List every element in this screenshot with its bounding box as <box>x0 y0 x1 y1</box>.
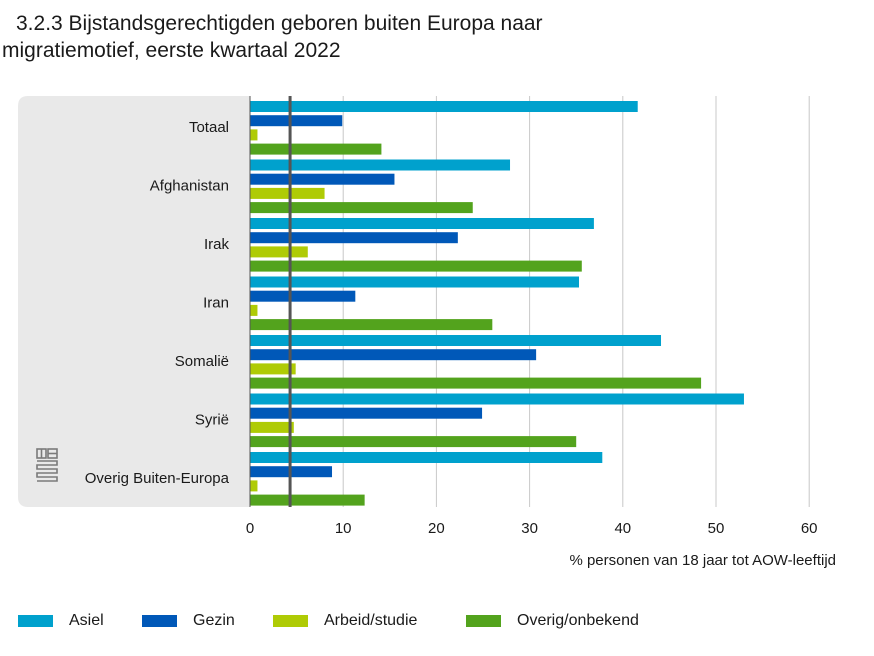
bar-overig-onbekend <box>250 202 473 214</box>
legend-label: Asiel <box>69 612 104 629</box>
bar-gezin <box>250 115 343 127</box>
x-tick-label: 10 <box>335 520 352 537</box>
bar-asiel <box>250 218 594 229</box>
x-tick-label: 30 <box>521 520 538 537</box>
bar-overig-onbekend <box>250 377 702 389</box>
legend-label: Arbeid/studie <box>324 612 418 629</box>
bar-asiel <box>250 393 744 405</box>
bar-asiel <box>250 335 662 346</box>
category-panel <box>18 96 250 507</box>
category-label: Totaal <box>189 119 229 136</box>
x-axis-label: % personen van 18 jaar tot AOW-leeftijd <box>569 552 836 569</box>
x-axis-tick-labels: 0 10 20 30 40 50 60 <box>246 520 818 537</box>
x-tick-label: 40 <box>614 520 631 537</box>
legend-item: Asiel <box>18 611 104 631</box>
bars <box>250 101 744 506</box>
legend-label: Gezin <box>193 612 235 629</box>
chart-title-line-2: migratiemotief, eerste kwartaal 2022 <box>2 39 341 62</box>
bar-arbeid-studie <box>250 480 258 492</box>
bar-asiel <box>250 452 603 463</box>
cbs-logo-icon <box>36 448 58 482</box>
bar-arbeid-studie <box>250 129 258 141</box>
bar-gezin <box>250 349 537 361</box>
bar-overig-onbekend <box>250 319 493 331</box>
category-label: Afghanistan <box>150 178 229 195</box>
legend-swatch <box>18 615 53 627</box>
bar-overig-onbekend <box>250 260 582 272</box>
category-label: Irak <box>204 236 230 253</box>
bar-arbeid-studie <box>250 421 294 433</box>
legend-item: Arbeid/studie <box>273 611 417 631</box>
bar-gezin <box>250 407 483 419</box>
legend-swatch <box>273 615 308 627</box>
legend-item: Overig/onbekend <box>466 611 639 631</box>
bar-gezin <box>250 173 395 185</box>
bar-gezin <box>250 290 356 302</box>
legend-label: Overig/onbekend <box>517 612 639 629</box>
category-labels: Totaal Afghanistan Irak Iran Somalië Syrië Ove… <box>85 119 230 487</box>
bar-asiel <box>250 276 579 288</box>
x-tick-label: 0 <box>246 520 254 537</box>
category-label: Syrië <box>195 412 229 429</box>
bar-asiel <box>250 159 511 171</box>
x-tick-label: 20 <box>428 520 445 537</box>
x-tick-label: 60 <box>801 520 818 537</box>
bar-arbeid-studie <box>250 246 308 258</box>
bar-overig-onbekend <box>250 143 382 155</box>
chart-title-line-1: 3.2.3 Bijstandsgerechtigden geboren buit… <box>16 12 543 35</box>
legend-item: Gezin <box>142 611 235 631</box>
legend-swatch <box>142 615 177 627</box>
chart-title: 3.2.3 Bijstandsgerechtigden geboren buit… <box>2 10 862 64</box>
x-tick-label: 50 <box>708 520 725 537</box>
category-label: Overig Buiten-Europa <box>85 470 230 487</box>
legend-swatch <box>466 615 501 627</box>
bar-arbeid-studie <box>250 304 258 316</box>
bar-arbeid-studie <box>250 187 325 199</box>
bar-arbeid-studie <box>250 363 296 375</box>
legend: Asiel Gezin Arbeid/studie Overig/onbekend <box>18 611 858 631</box>
category-label: Somalië <box>175 353 229 370</box>
bar-asiel <box>250 101 638 112</box>
bar-overig-onbekend <box>250 436 577 448</box>
bar-overig-onbekend <box>250 494 365 506</box>
bar-gezin <box>250 232 458 244</box>
bar-chart: Totaal Afghanistan Irak Iran Somalië Syrië Ove… <box>18 96 836 569</box>
category-label: Iran <box>203 295 229 312</box>
